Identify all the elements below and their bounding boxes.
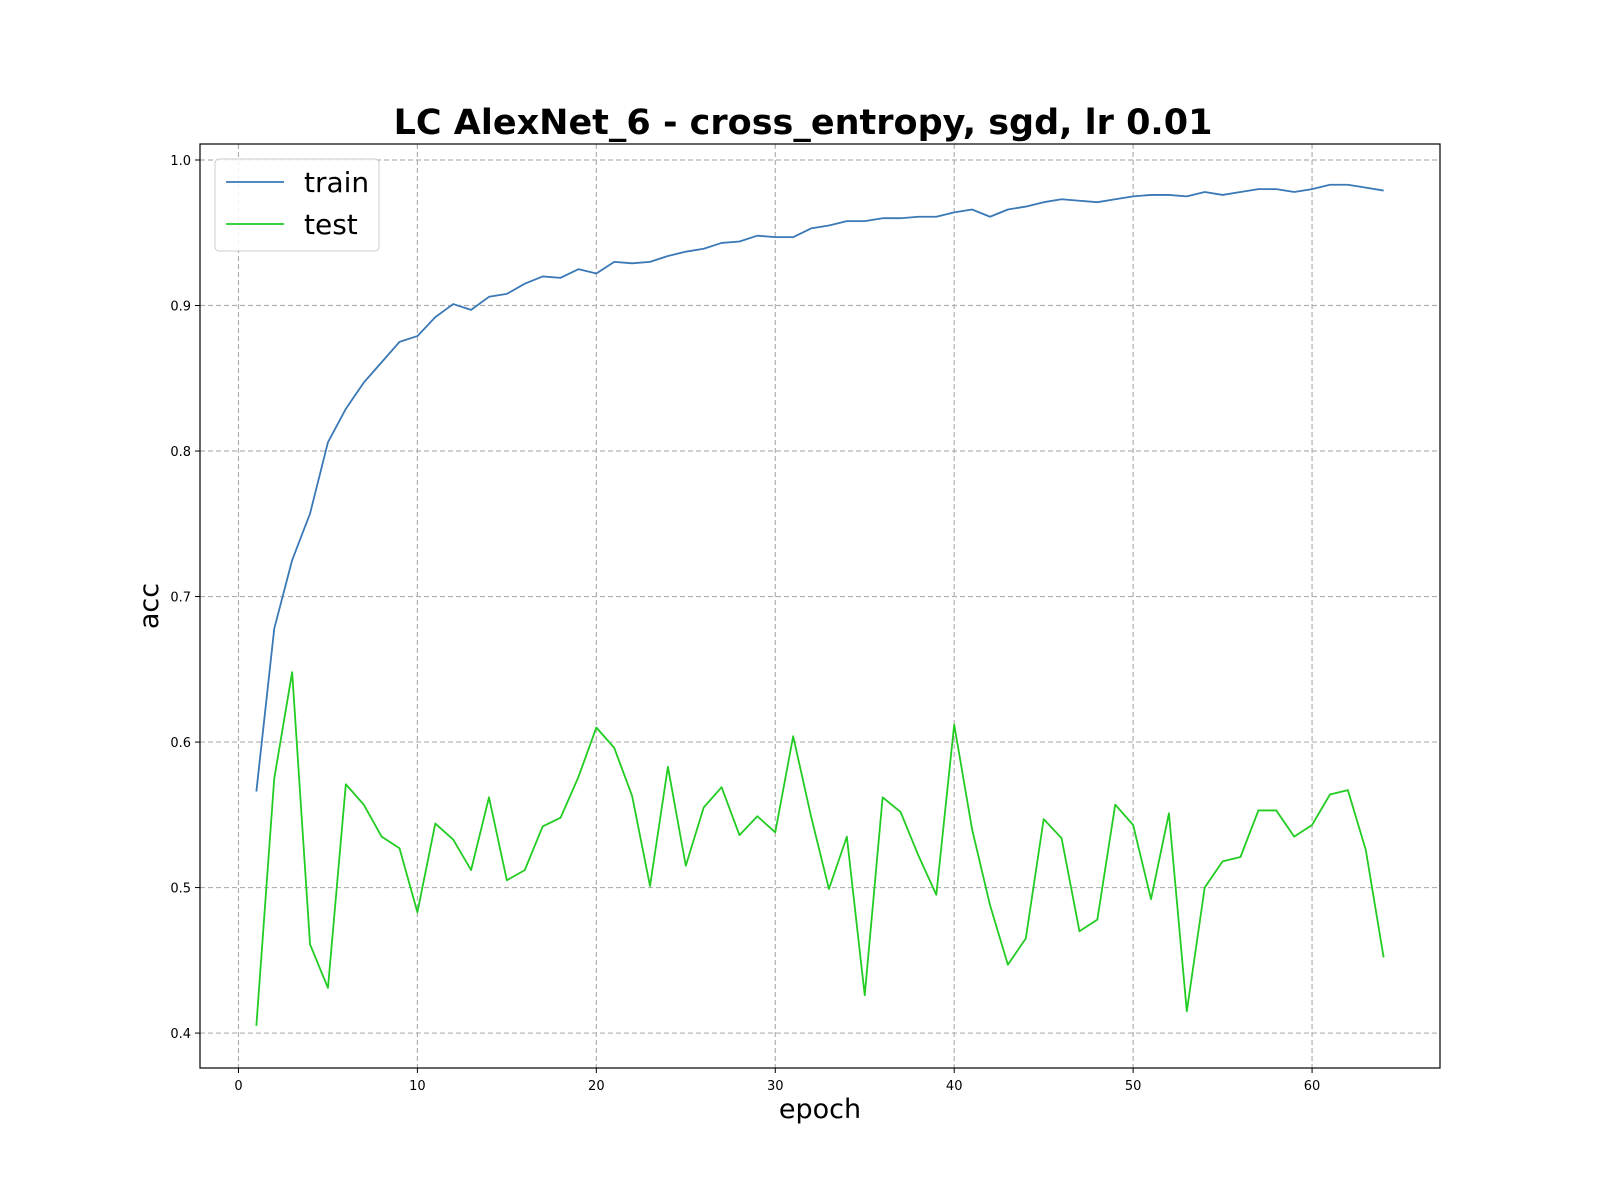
x-tick-label: 20 <box>588 1079 605 1094</box>
y-axis-label: acc <box>134 583 165 629</box>
y-tick-label: 0.9 <box>170 300 191 315</box>
x-axis-label: epoch <box>779 1094 861 1125</box>
y-tick-label: 0.5 <box>170 882 191 897</box>
x-axis-ticks: 0 10 20 30 40 50 60 <box>234 1068 1320 1094</box>
x-tick-label: 60 <box>1304 1079 1321 1094</box>
y-tick-label: 0.6 <box>170 736 191 751</box>
y-tick-label: 0.8 <box>170 445 191 460</box>
y-axis-ticks: 0.4 0.5 0.6 0.7 0.8 0.9 1.0 <box>170 154 200 1042</box>
legend: train test <box>214 158 380 252</box>
series-line-test <box>255 671 1385 1026</box>
x-tick-label: 50 <box>1125 1079 1142 1094</box>
chart-title: LC AlexNet_6 - cross_entropy, sgd, lr 0.… <box>394 103 1213 143</box>
y-tick-label: 0.7 <box>170 591 191 606</box>
legend-label-train: train <box>304 166 369 199</box>
legend-label-test: test <box>304 208 358 241</box>
series-line-train <box>255 183 1384 792</box>
y-tick-label: 1.0 <box>170 154 191 169</box>
x-tick-label: 40 <box>946 1079 963 1094</box>
x-tick-label: 10 <box>409 1079 426 1094</box>
plot-area-frame <box>199 143 1441 1069</box>
x-tick-label: 0 <box>234 1079 242 1094</box>
grid <box>200 144 1440 1068</box>
x-tick-label: 30 <box>767 1079 784 1094</box>
plot-series <box>255 183 1385 1026</box>
y-tick-label: 0.4 <box>170 1027 191 1042</box>
